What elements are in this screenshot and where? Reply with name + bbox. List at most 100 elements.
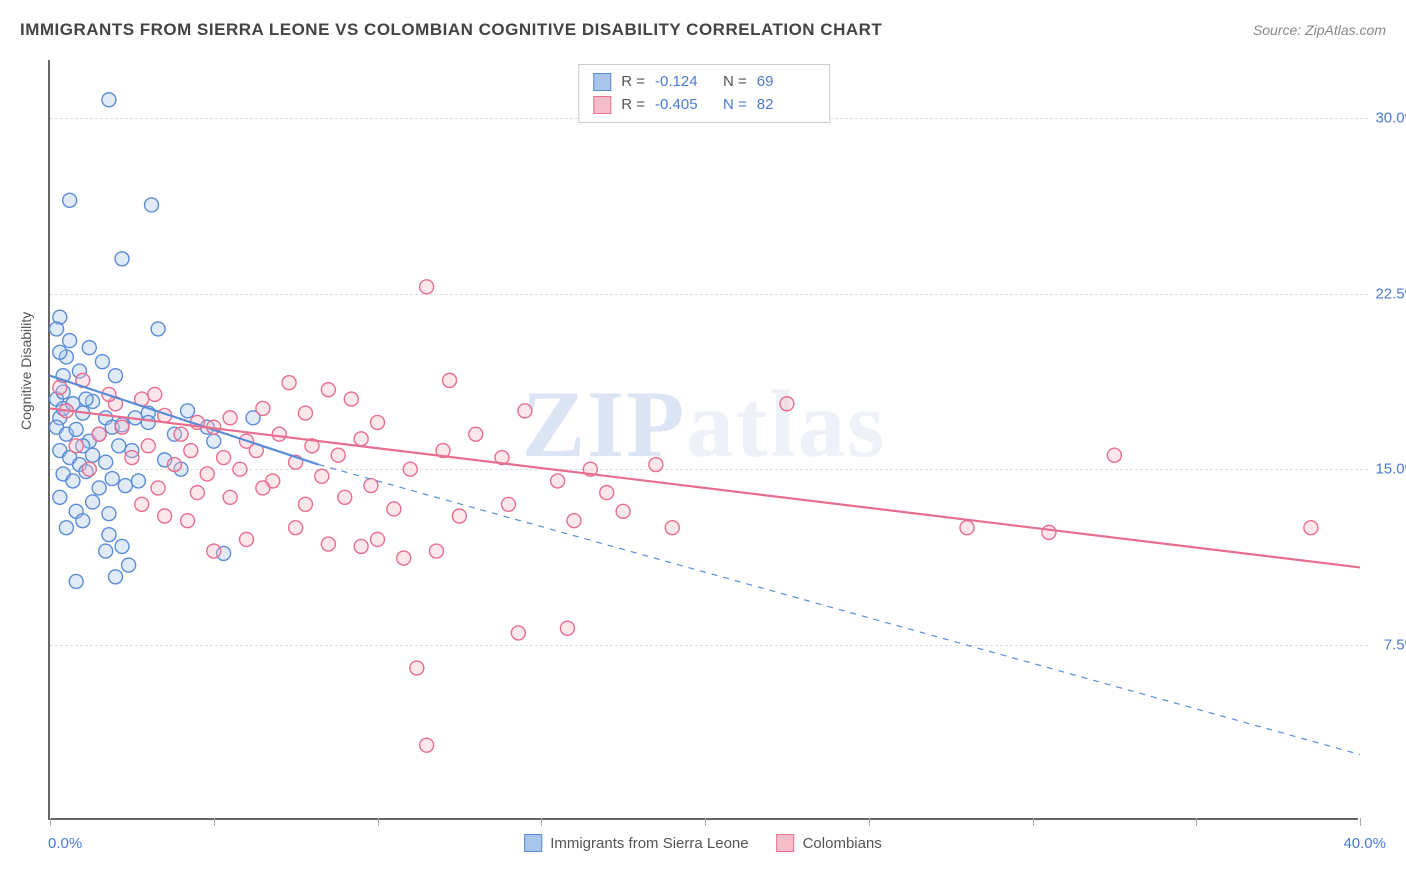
data-point <box>649 458 663 472</box>
data-point <box>282 376 296 390</box>
data-point <box>95 355 109 369</box>
source-attribution: Source: ZipAtlas.com <box>1253 22 1386 38</box>
legend-n-label: N = <box>723 71 747 94</box>
data-point <box>174 427 188 441</box>
y-axis-label: Cognitive Disability <box>18 312 34 430</box>
data-point <box>410 661 424 675</box>
legend-swatch-0 <box>593 73 611 91</box>
data-point <box>338 490 352 504</box>
data-point <box>567 514 581 528</box>
trend-line-extrapolated <box>319 465 1360 755</box>
data-point <box>502 497 516 511</box>
y-tick-label: 7.5% <box>1384 636 1406 653</box>
data-point <box>387 502 401 516</box>
legend-swatch-bottom-0 <box>524 834 542 852</box>
data-point <box>102 93 116 107</box>
data-point <box>59 521 73 535</box>
data-point <box>420 738 434 752</box>
data-point <box>66 474 80 488</box>
y-tick-label: 22.5% <box>1375 285 1406 302</box>
data-point <box>665 521 679 535</box>
data-point <box>364 479 378 493</box>
data-point <box>63 193 77 207</box>
data-point <box>135 497 149 511</box>
data-point <box>82 341 96 355</box>
data-point <box>145 198 159 212</box>
x-tick <box>1360 818 1361 826</box>
data-point <box>217 451 231 465</box>
legend-row-series-0: R = -0.124 N = 69 <box>593 71 815 94</box>
source-name: ZipAtlas.com <box>1305 22 1386 38</box>
legend-n-value-1: 82 <box>757 94 815 117</box>
x-tick <box>378 818 379 826</box>
data-point <box>354 432 368 446</box>
data-point <box>354 539 368 553</box>
data-point <box>616 504 630 518</box>
plot-area: ZIPatlas 7.5%15.0%22.5%30.0% R = -0.124 … <box>48 60 1358 820</box>
data-point <box>315 469 329 483</box>
data-point <box>86 495 100 509</box>
data-point <box>223 490 237 504</box>
data-point <box>112 439 126 453</box>
data-point <box>371 532 385 546</box>
data-point <box>181 514 195 528</box>
data-point <box>321 383 335 397</box>
legend-item-1: Colombians <box>777 834 882 852</box>
data-point <box>122 558 136 572</box>
data-point <box>233 462 247 476</box>
data-point <box>76 514 90 528</box>
data-point <box>518 404 532 418</box>
data-point <box>115 252 129 266</box>
data-point <box>207 434 221 448</box>
data-point <box>82 462 96 476</box>
data-point <box>429 544 443 558</box>
data-point <box>53 380 67 394</box>
data-point <box>63 334 77 348</box>
data-point <box>109 570 123 584</box>
legend-n-label: N = <box>723 94 747 117</box>
data-point <box>181 404 195 418</box>
data-point <box>141 439 155 453</box>
data-point <box>102 507 116 521</box>
legend-n-value-0: 69 <box>757 71 815 94</box>
x-tick <box>1033 818 1034 826</box>
data-point <box>298 406 312 420</box>
data-point <box>50 322 64 336</box>
data-point <box>1304 521 1318 535</box>
legend-label-1: Colombians <box>803 835 882 852</box>
x-tick <box>1196 818 1197 826</box>
data-point <box>240 532 254 546</box>
data-point <box>184 444 198 458</box>
data-point <box>289 521 303 535</box>
series-legend: Immigrants from Sierra Leone Colombians <box>524 834 882 852</box>
data-point <box>207 544 221 558</box>
data-point <box>148 387 162 401</box>
data-point <box>331 448 345 462</box>
data-point <box>1107 448 1121 462</box>
data-point <box>118 479 132 493</box>
data-point <box>344 392 358 406</box>
x-tick <box>869 818 870 826</box>
data-point <box>511 626 525 640</box>
data-point <box>53 345 67 359</box>
legend-r-value-1: -0.405 <box>655 94 713 117</box>
data-point <box>92 481 106 495</box>
data-point <box>371 415 385 429</box>
x-tick <box>214 818 215 826</box>
data-point <box>69 439 83 453</box>
data-point <box>397 551 411 565</box>
data-point <box>452 509 466 523</box>
data-point <box>151 322 165 336</box>
legend-swatch-1 <box>593 96 611 114</box>
x-tick <box>541 818 542 826</box>
data-point <box>102 528 116 542</box>
data-point <box>53 490 67 504</box>
y-tick-label: 30.0% <box>1375 110 1406 127</box>
data-point <box>223 411 237 425</box>
data-point <box>272 427 286 441</box>
source-prefix: Source: <box>1253 22 1305 38</box>
correlation-legend: R = -0.124 N = 69 R = -0.405 N = 82 <box>578 64 830 123</box>
data-point <box>115 420 129 434</box>
legend-r-label: R = <box>621 71 645 94</box>
legend-row-series-1: R = -0.405 N = 82 <box>593 94 815 117</box>
